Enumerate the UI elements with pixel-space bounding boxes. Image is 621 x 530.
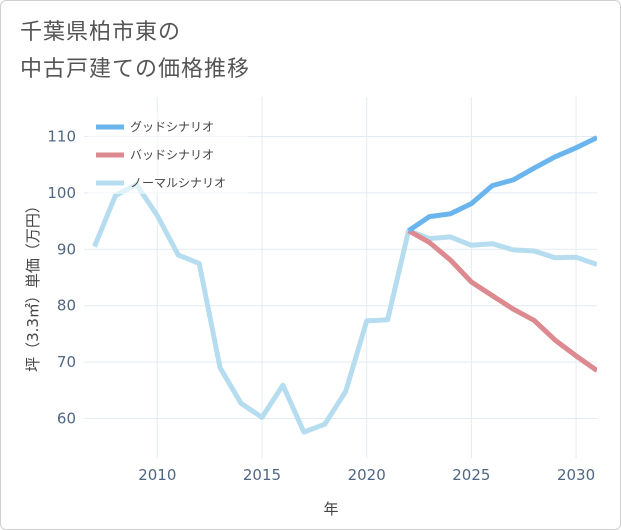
series-line-1: [407, 228, 597, 373]
x-axis-ticks: 2010 2015 2020 2025 2030: [138, 466, 595, 484]
x-tick-label: 2025: [452, 466, 490, 484]
legend-label-2: ノーマルシナリオ: [130, 176, 226, 190]
x-axis-title: 年: [323, 500, 338, 518]
series-line-0: [407, 135, 597, 233]
y-tick-label: 90: [57, 240, 76, 258]
y-axis-ticks: 60 70 80 90 100 110: [47, 127, 76, 427]
x-tick-label: 2015: [243, 466, 281, 484]
y-tick-label: 110: [47, 127, 76, 145]
title-line-2: 中古戸建ての価格推移: [20, 57, 251, 82]
x-tick-label: 2030: [557, 466, 595, 484]
title-line-1: 千葉県柏市東の: [20, 20, 182, 45]
y-tick-label: 100: [47, 184, 76, 202]
y-axis-title: 坪（3.3㎡）単価（万円）: [24, 198, 42, 372]
series-layer: [92, 135, 597, 435]
x-tick-label: 2010: [138, 466, 176, 484]
y-tick-label: 60: [57, 410, 76, 428]
series-line-2: [92, 181, 597, 435]
chart-title: 千葉県柏市東の 中古戸建ての価格推移: [20, 14, 250, 88]
y-tick-label: 80: [57, 297, 76, 315]
x-tick-label: 2020: [348, 466, 386, 484]
series-group: [92, 135, 597, 435]
legend-label-1: バッドシナリオ: [130, 148, 214, 162]
legend-label-0: グッドシナリオ: [130, 120, 214, 134]
y-tick-label: 70: [57, 353, 76, 371]
